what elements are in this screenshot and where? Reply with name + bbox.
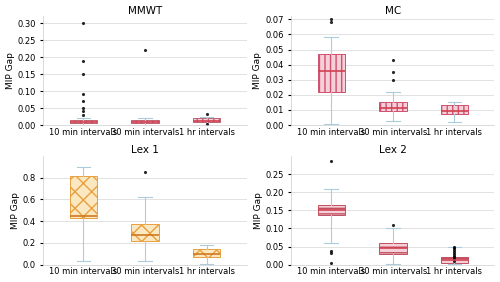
PathPatch shape — [440, 257, 468, 263]
Y-axis label: MIP Gap: MIP Gap — [6, 52, 15, 89]
Title: Lex 1: Lex 1 — [131, 145, 159, 155]
PathPatch shape — [70, 175, 98, 218]
Title: MMWT: MMWT — [128, 6, 162, 16]
PathPatch shape — [70, 120, 98, 123]
Title: Lex 2: Lex 2 — [379, 145, 407, 155]
PathPatch shape — [131, 120, 159, 123]
PathPatch shape — [318, 205, 345, 215]
Y-axis label: MIP Gap: MIP Gap — [11, 192, 20, 229]
PathPatch shape — [192, 118, 220, 122]
PathPatch shape — [318, 54, 345, 92]
PathPatch shape — [192, 250, 220, 257]
PathPatch shape — [131, 224, 159, 241]
PathPatch shape — [440, 105, 468, 114]
PathPatch shape — [379, 102, 407, 111]
PathPatch shape — [379, 243, 407, 254]
Title: MC: MC — [385, 6, 401, 16]
Y-axis label: MIP Gap: MIP Gap — [254, 192, 262, 229]
Y-axis label: MIP Gap: MIP Gap — [254, 52, 262, 89]
